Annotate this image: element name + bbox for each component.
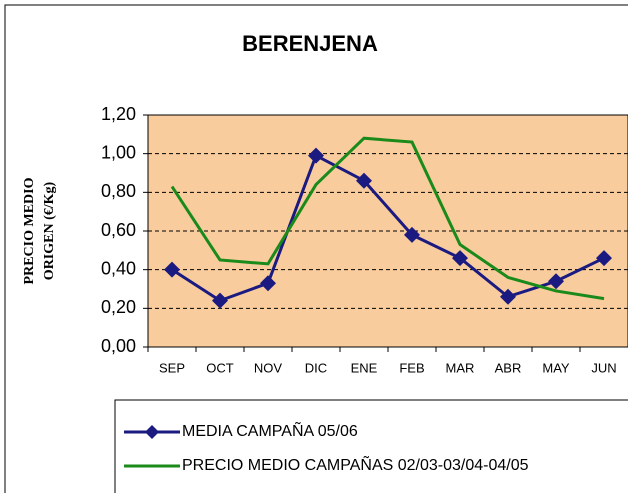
series-line [170, 136, 605, 301]
y-tick-label: 0,20 [101, 297, 136, 317]
data-point [308, 147, 324, 164]
data-point [260, 275, 276, 292]
y-axis-label-line: ORIGEN (€/Kg) [42, 181, 57, 280]
y-tick-label: 0,00 [101, 336, 136, 356]
series-line [171, 153, 605, 303]
data-point [452, 250, 468, 267]
y-tick-label: 0,40 [101, 258, 136, 278]
x-tick-label: FEB [399, 360, 424, 375]
legend-label: PRECIO MEDIO CAMPAÑAS 02/03-03/04-04/05 [182, 454, 529, 474]
x-tick-label: ABR [495, 360, 522, 375]
legend-marker [145, 425, 159, 439]
y-tick-label: 0,60 [101, 220, 136, 240]
x-tick-label: SEP [159, 360, 185, 375]
x-tick-label: DIC [305, 360, 327, 375]
legend-label: MEDIA CAMPAÑA 05/06 [182, 420, 358, 440]
y-tick-label: 1,00 [101, 142, 136, 162]
data-point [404, 226, 420, 243]
legend-box [114, 399, 628, 493]
x-tick-label: OCT [206, 360, 234, 375]
data-point [356, 172, 372, 189]
x-tick-label: MAR [446, 360, 475, 375]
y-axis-label-line: PRECIO MEDIO [22, 177, 37, 284]
x-tick-label: ENE [351, 360, 378, 375]
data-point [212, 292, 228, 309]
chart-title: BERENJENA [242, 31, 378, 56]
data-point [596, 250, 612, 267]
data-point [548, 273, 564, 290]
y-tick-label: 1,20 [101, 104, 136, 124]
x-tick-label: MAY [542, 360, 570, 375]
x-tick-label: JUN [591, 360, 616, 375]
x-tick-label: NOV [254, 360, 283, 375]
data-point [164, 261, 180, 278]
data-point [500, 288, 516, 305]
y-axis-label: PRECIO MEDIO ORIGEN (€/Kg) [22, 177, 57, 284]
y-tick-label: 0,80 [101, 181, 136, 201]
